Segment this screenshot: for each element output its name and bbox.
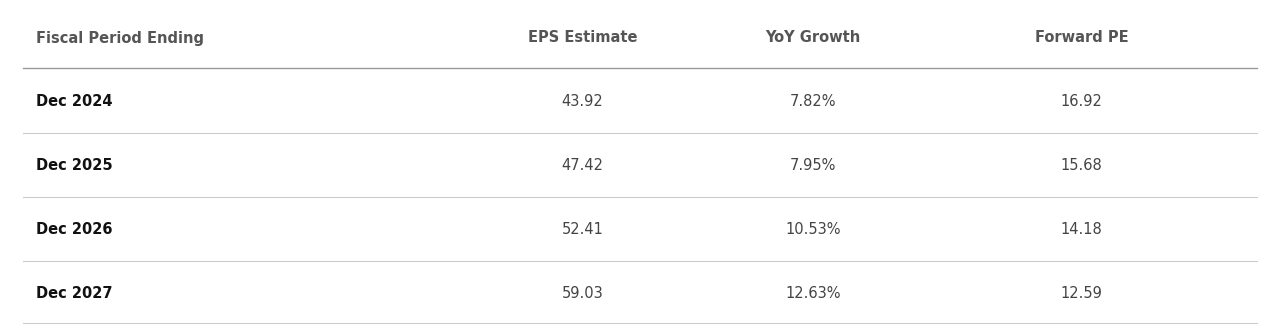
Text: 15.68: 15.68 xyxy=(1061,158,1102,172)
Text: 47.42: 47.42 xyxy=(562,158,603,172)
Text: 7.95%: 7.95% xyxy=(790,158,836,172)
Text: 16.92: 16.92 xyxy=(1061,94,1102,109)
Text: YoY Growth: YoY Growth xyxy=(765,31,860,46)
Text: 10.53%: 10.53% xyxy=(785,221,841,236)
Text: 12.59: 12.59 xyxy=(1061,285,1102,300)
Text: Fiscal Period Ending: Fiscal Period Ending xyxy=(36,31,204,46)
Text: 59.03: 59.03 xyxy=(562,285,603,300)
Text: Dec 2027: Dec 2027 xyxy=(36,285,113,300)
Text: 14.18: 14.18 xyxy=(1061,221,1102,236)
Text: 43.92: 43.92 xyxy=(562,94,603,109)
Text: Dec 2024: Dec 2024 xyxy=(36,94,113,109)
Text: 7.82%: 7.82% xyxy=(790,94,836,109)
Text: Dec 2026: Dec 2026 xyxy=(36,221,113,236)
Text: 12.63%: 12.63% xyxy=(785,285,841,300)
Text: Forward PE: Forward PE xyxy=(1034,31,1129,46)
Text: Dec 2025: Dec 2025 xyxy=(36,158,113,172)
Text: EPS Estimate: EPS Estimate xyxy=(527,31,637,46)
Text: 52.41: 52.41 xyxy=(562,221,603,236)
